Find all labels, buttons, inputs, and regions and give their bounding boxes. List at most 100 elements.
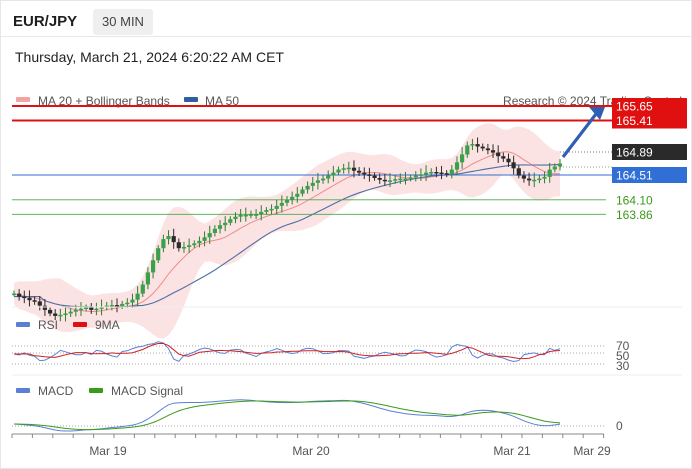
candle-body (516, 168, 521, 176)
candle-body (377, 178, 382, 180)
candle-body (176, 242, 181, 249)
candle-body (73, 309, 78, 312)
candle-body (284, 199, 290, 203)
candle-body (156, 248, 161, 261)
candle-body (223, 222, 228, 226)
candle-body (341, 168, 346, 170)
candle-body (151, 260, 156, 273)
candle-body (418, 174, 423, 176)
candle-body (125, 302, 130, 305)
macd-level-0: 0 (616, 419, 623, 433)
legend-swatch-9ma (73, 322, 87, 327)
rsi-9ma-line (14, 343, 561, 360)
candle-body (362, 172, 367, 175)
candle-body (532, 179, 537, 182)
candle-body (295, 193, 300, 197)
candle-body (197, 240, 202, 244)
candle-body (449, 169, 454, 175)
legend-label-ma20: MA 20 + Bollinger Bands (38, 94, 170, 108)
price-label: 163.86 (616, 208, 653, 222)
candle-body (53, 313, 58, 316)
candle-body (104, 305, 109, 308)
candle-body (27, 297, 32, 301)
legend-label-macd: MACD (38, 384, 74, 398)
candle-body (192, 243, 197, 246)
candle-body (58, 314, 63, 317)
candle-body (506, 158, 511, 163)
candle-body (145, 272, 150, 285)
candle-body (42, 305, 47, 310)
candle-body (542, 176, 547, 179)
candle-body (187, 245, 192, 247)
candle-body (78, 308, 84, 311)
rsi-line (13, 341, 561, 363)
candle-body (315, 180, 320, 183)
x-tick-label: Mar 29 (573, 444, 611, 458)
candle-body (207, 233, 212, 238)
candle-body (202, 237, 207, 241)
rsi-level-50: 50 (616, 349, 630, 363)
candle-body (336, 169, 341, 173)
price-label-box (612, 144, 687, 160)
ma20-line (13, 151, 561, 313)
candle-body (305, 185, 310, 190)
candle-body (480, 146, 485, 149)
candle-body (382, 179, 387, 182)
x-tick-label: Mar 20 (292, 444, 330, 458)
candle-body (331, 172, 336, 176)
legend-label-9ma: 9MA (95, 318, 120, 332)
candle-body (32, 300, 37, 302)
candle-body (248, 214, 253, 216)
candle-body (181, 247, 187, 249)
candle-body (501, 156, 506, 159)
candlesticks (11, 137, 563, 322)
candle-body (527, 178, 532, 181)
macd-panel (12, 399, 606, 432)
candle-body (310, 182, 315, 186)
candle-body (372, 175, 377, 178)
legend-label-rsi: RSI (38, 318, 58, 332)
candle-body (140, 284, 145, 294)
candle-body (547, 169, 552, 177)
candle-body (94, 308, 99, 311)
legend-swatch-ma20 (16, 97, 30, 102)
candle-body (387, 180, 393, 182)
price-label: 165.65 (616, 100, 653, 114)
price-levels (12, 105, 612, 215)
candle-body (485, 148, 490, 151)
header-divider (0, 36, 692, 37)
rsi-level-30: 30 (616, 359, 630, 373)
candle-body (552, 166, 557, 170)
candle-body (326, 175, 331, 179)
candle-body (264, 210, 269, 212)
candle-body (557, 163, 563, 167)
candle-body (114, 305, 120, 307)
timeframe-badge[interactable]: 30 MIN (93, 9, 153, 35)
price-label-box (612, 98, 687, 114)
candle-body (470, 144, 475, 146)
candle-body (496, 152, 501, 157)
candle-body (351, 167, 357, 171)
candle-body (290, 196, 295, 200)
candle-body (217, 225, 223, 229)
candle-body (68, 311, 73, 314)
candle-body (429, 172, 434, 174)
report-datetime: Thursday, March 21, 2024 6:20:22 AM CET (15, 49, 284, 65)
candle-body (130, 299, 135, 303)
candle-body (233, 216, 238, 220)
price-label: 165.41 (616, 114, 653, 128)
price-label: 164.51 (616, 169, 653, 183)
candle-body (413, 175, 418, 178)
rsi-level-70: 70 (616, 339, 630, 353)
candle-body (393, 179, 398, 181)
candle-body (346, 167, 351, 170)
candle-body (22, 296, 27, 299)
candle-body (11, 293, 17, 296)
x-tick-label: Mar 19 (89, 444, 127, 458)
candle-body (434, 172, 439, 174)
candle-body (238, 214, 243, 217)
candle-body (490, 150, 496, 153)
candle-body (84, 307, 89, 309)
